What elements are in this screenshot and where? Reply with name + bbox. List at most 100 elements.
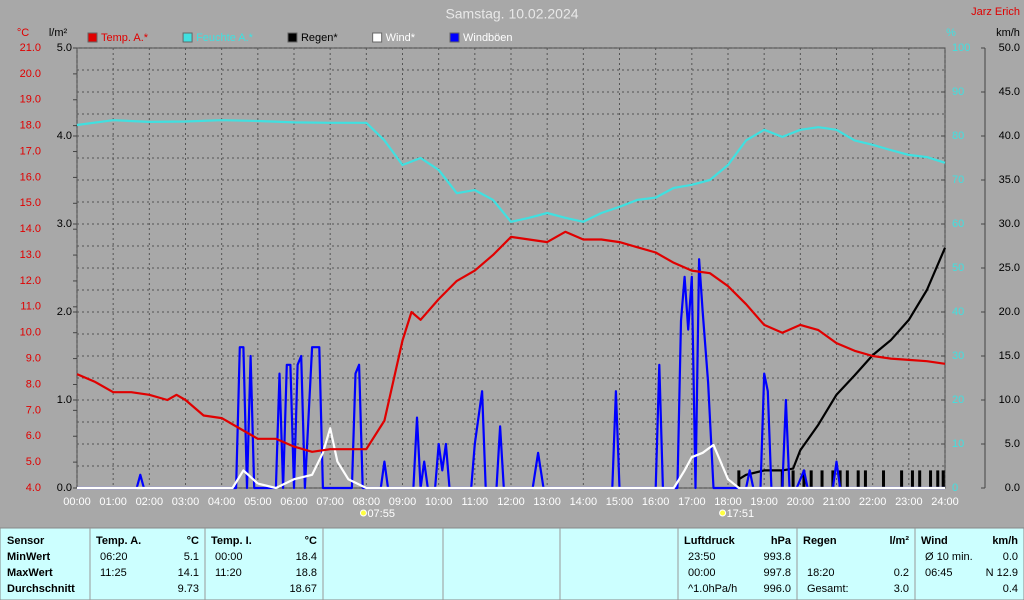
cell-time: 06:20 bbox=[100, 551, 128, 563]
legend-label: Wind* bbox=[386, 32, 416, 44]
y-tick-label: 7.0 bbox=[26, 404, 41, 416]
y-tick-label: 30 bbox=[952, 350, 964, 362]
rain-bar bbox=[910, 470, 914, 488]
x-tick-label: 15:00 bbox=[606, 496, 634, 508]
y-tick-label: 50 bbox=[952, 262, 964, 274]
x-tick-label: 03:00 bbox=[172, 496, 200, 508]
legend-swatch bbox=[87, 32, 98, 43]
y-tick-label: 15.0 bbox=[999, 350, 1020, 362]
y-tick-label: 10.0 bbox=[999, 394, 1020, 406]
cell-value: 14.1 bbox=[178, 567, 199, 579]
y-tick-label: 4.0 bbox=[26, 482, 41, 494]
y-tick-label: 21.0 bbox=[20, 42, 41, 54]
cell-time: 00:00 bbox=[688, 567, 716, 579]
x-tick-label: 24:00 bbox=[931, 496, 959, 508]
y-tick-label: 13.0 bbox=[20, 249, 41, 261]
rain-bar bbox=[936, 470, 940, 488]
y-tick-label: 100 bbox=[952, 42, 970, 54]
chart-title: Samstag. 10.02.2024 bbox=[445, 6, 578, 22]
cell-time: 06:45 bbox=[925, 567, 953, 579]
column-unit: l/m² bbox=[889, 535, 909, 547]
y-tick-label: 60 bbox=[952, 218, 964, 230]
legend-label: Regen* bbox=[301, 32, 338, 44]
series-line bbox=[77, 258, 945, 490]
summary-table: Sensor MinWert MaxWert Durchschnitt Temp. A.… bbox=[0, 527, 1024, 600]
y-tick-label: 9.0 bbox=[26, 352, 41, 364]
column-title: Temp. A. bbox=[96, 535, 141, 547]
y-tick-label: 70 bbox=[952, 174, 964, 186]
column-unit: hPa bbox=[771, 535, 792, 547]
y-tick-label: 16.0 bbox=[20, 171, 41, 183]
y-tick-label: 3.0 bbox=[57, 218, 72, 230]
y-tick-label: 35.0 bbox=[999, 174, 1020, 186]
x-tick-label: 04:00 bbox=[208, 496, 236, 508]
legend-swatch bbox=[449, 32, 460, 43]
cell-time: 00:00 bbox=[215, 551, 243, 563]
y-tick-label: 6.0 bbox=[26, 430, 41, 442]
y-tick-label: 0.0 bbox=[57, 482, 72, 494]
rain-bar bbox=[802, 470, 806, 488]
column-unit: km/h bbox=[992, 535, 1018, 547]
column-unit: °C bbox=[187, 535, 199, 547]
y-tick-label: 11.0 bbox=[20, 301, 41, 313]
rain-bar bbox=[820, 470, 824, 488]
x-tick-label: 14:00 bbox=[570, 496, 598, 508]
cell-time: 11:25 bbox=[100, 567, 127, 579]
rain-bar bbox=[941, 470, 945, 488]
x-tick-label: 11:00 bbox=[461, 496, 488, 508]
y-tick-label: 80 bbox=[952, 130, 964, 142]
legend-label: Temp. A.* bbox=[101, 32, 149, 44]
column-title: Temp. I. bbox=[211, 535, 252, 547]
row-label: MinWert bbox=[7, 551, 51, 563]
legend-swatch bbox=[372, 32, 383, 43]
rain-unit: l/m² bbox=[49, 27, 68, 39]
cell-value: 3.0 bbox=[894, 583, 909, 595]
sun-label: 17:51 bbox=[727, 508, 755, 520]
cell-time: 23:50 bbox=[688, 551, 716, 563]
x-tick-label: 09:00 bbox=[389, 496, 417, 508]
y-tick-label: 40.0 bbox=[999, 130, 1020, 142]
y-tick-label: 10.0 bbox=[20, 327, 41, 339]
y-tick-label: 17.0 bbox=[20, 145, 41, 157]
y-tick-label: 15.0 bbox=[20, 197, 41, 209]
x-tick-label: 05:00 bbox=[244, 496, 272, 508]
x-tick-label: 12:00 bbox=[497, 496, 525, 508]
y-tick-label: 0.0 bbox=[1005, 482, 1020, 494]
series-line bbox=[76, 230, 946, 453]
column-title: Luftdruck bbox=[684, 535, 736, 547]
y-tick-label: 2.0 bbox=[57, 306, 72, 318]
cell-value: 997.8 bbox=[763, 567, 791, 579]
legend-label: Windböen bbox=[463, 32, 513, 44]
x-tick-label: 10:00 bbox=[425, 496, 453, 508]
y-tick-label: 0 bbox=[952, 482, 958, 494]
sun-marker bbox=[359, 509, 367, 517]
rain-bar bbox=[863, 470, 867, 488]
rain-bar bbox=[918, 470, 922, 488]
sun-marker bbox=[719, 509, 727, 517]
cell-value: 0.4 bbox=[1003, 583, 1018, 595]
cell-value: 0.0 bbox=[1003, 551, 1018, 563]
rain-bar bbox=[831, 470, 835, 488]
y-tick-label: 30.0 bbox=[999, 218, 1020, 230]
rain-bar bbox=[900, 470, 904, 488]
row-label: MaxWert bbox=[7, 567, 53, 579]
row-label: Sensor bbox=[7, 535, 45, 547]
x-tick-label: 00:00 bbox=[63, 496, 91, 508]
cell-value: 0.2 bbox=[894, 567, 909, 579]
legend-label: Feuchte A.* bbox=[196, 32, 254, 44]
rain-bar bbox=[845, 470, 849, 488]
x-tick-label: 08:00 bbox=[353, 496, 381, 508]
cell-value: 996.0 bbox=[763, 583, 791, 595]
cell-value: 993.8 bbox=[763, 551, 791, 563]
y-tick-label: 19.0 bbox=[20, 94, 41, 106]
wind-unit: km/h bbox=[996, 27, 1020, 39]
x-tick-label: 18:00 bbox=[714, 496, 742, 508]
legend-swatch bbox=[287, 32, 298, 43]
series-line bbox=[77, 427, 945, 490]
y-tick-label: 1.0 bbox=[57, 394, 72, 406]
cell-value: 18.8 bbox=[296, 567, 317, 579]
y-tick-label: 18.0 bbox=[20, 120, 41, 132]
x-tick-label: 21:00 bbox=[823, 496, 851, 508]
column-title: Regen bbox=[803, 535, 837, 547]
